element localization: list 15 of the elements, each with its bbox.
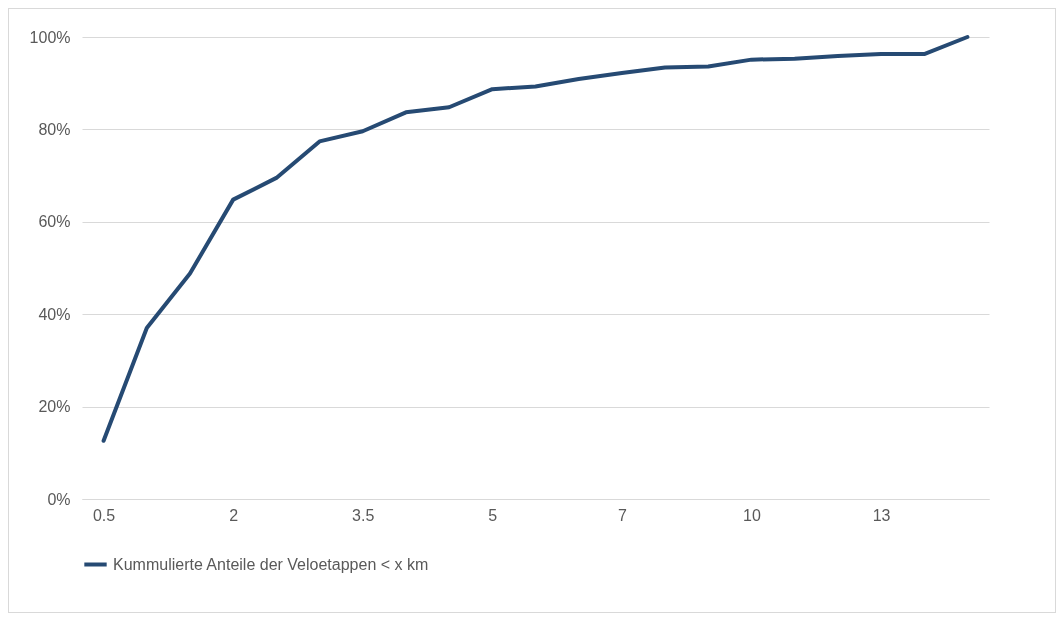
y-tick-label: 80% xyxy=(38,120,71,138)
y-tick-label: 100% xyxy=(29,28,71,46)
legend-label: Kummulierte Anteile der Veloetappen < x km xyxy=(113,555,429,573)
y-tick-label: 60% xyxy=(38,213,71,231)
x-tick-label: 7 xyxy=(617,506,627,524)
y-tick-label: 20% xyxy=(38,398,71,416)
x-tick-label: 10 xyxy=(743,506,761,524)
x-tick-label: 13 xyxy=(872,506,891,524)
y-tick-label: 40% xyxy=(38,305,71,323)
line-series xyxy=(101,35,970,443)
y-tick-label: 0% xyxy=(47,490,71,508)
x-tick-label: 2 xyxy=(229,506,239,524)
x-tick-label: 0.5 xyxy=(92,506,116,524)
x-tick-label: 3.5 xyxy=(352,506,375,524)
x-tick-label: 5 xyxy=(488,506,498,524)
